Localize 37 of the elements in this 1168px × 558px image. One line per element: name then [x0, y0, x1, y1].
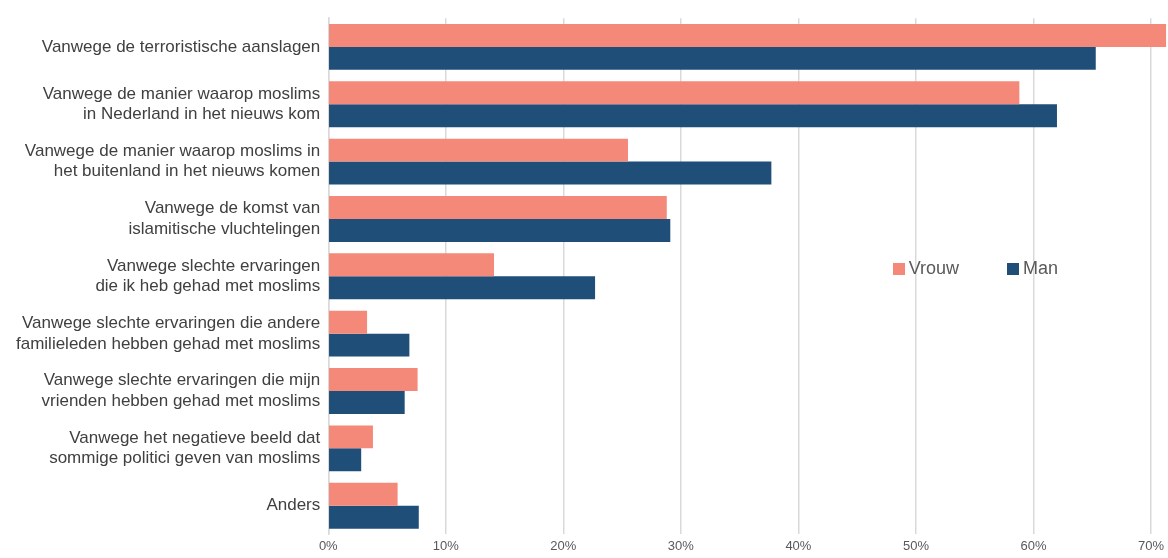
y-tick-label: Vanwege het negatieve beeld dat sommige politici geven van moslims [49, 427, 321, 468]
bar [329, 448, 362, 472]
y-tick-label: Vanwege slechte ervaringen die ik heb gehad met moslims [95, 255, 321, 296]
y-tick-label: Vanwege de manier waarop moslims in Nederland in het nieuws kom [42, 83, 321, 124]
bar [329, 425, 373, 449]
bar [329, 104, 1057, 128]
x-tick-label: 70% [1137, 537, 1165, 553]
bar [329, 253, 494, 277]
x-tick-label: 60% [1020, 537, 1047, 553]
bar [329, 218, 671, 242]
bar [329, 505, 419, 529]
x-tick-label: 20% [550, 537, 577, 553]
legend-label: Man [1022, 258, 1058, 280]
x-tick-label: 40% [785, 537, 812, 553]
x-tick-label: 10% [432, 537, 460, 553]
bar [329, 23, 1167, 47]
bar [329, 161, 772, 185]
bar [329, 482, 398, 506]
bar [329, 368, 418, 392]
x-tick-label: 0% [318, 537, 339, 553]
bar [329, 391, 405, 414]
bar [329, 81, 1020, 105]
y-tick-label: Vanwege slechte ervaringen die mijn vrienden hebben gehad met moslims [41, 370, 321, 410]
x-tick-label: 50% [902, 537, 930, 553]
bar [329, 46, 1096, 70]
bar [329, 310, 368, 334]
y-tick-label: Vanwege de komst van islamitische vluchtelingen [128, 198, 321, 238]
x-tick-label: 30% [667, 537, 695, 553]
bar [329, 276, 596, 300]
bar [329, 333, 410, 357]
legend-label: Vrouw [908, 258, 959, 280]
y-tick-label: Vanwege de terroristische aanslagen [41, 36, 321, 56]
y-tick-label: Vanwege slechte ervaringen die andere familieleden hebben gehad met moslims [15, 313, 321, 353]
y-tick-label: Vanwege de manier waarop moslims in het buitenland in het nieuws komen [24, 141, 321, 181]
bar [329, 138, 628, 162]
bar [329, 196, 667, 219]
y-tick-label: Anders [266, 495, 321, 515]
